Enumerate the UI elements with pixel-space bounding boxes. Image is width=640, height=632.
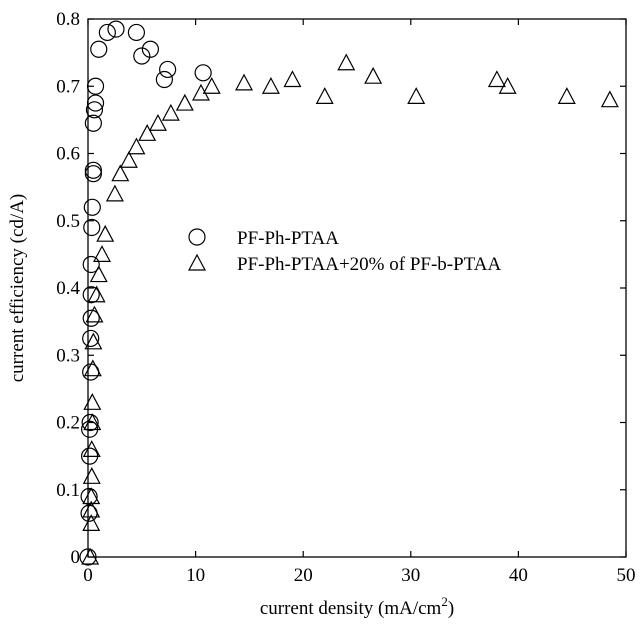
data-point-circle — [82, 329, 100, 348]
data-point-triangle — [82, 487, 101, 505]
data-series-layer — [79, 20, 619, 566]
data-point-circle — [85, 101, 104, 119]
x-tick-label: 20 — [294, 565, 313, 586]
data-point-triangle — [83, 413, 102, 431]
y-tick-label: 0.4 — [56, 278, 80, 299]
data-point-circle — [86, 77, 105, 95]
data-point-circle — [80, 487, 98, 506]
data-point-circle — [155, 70, 173, 89]
data-point-triangle — [498, 76, 517, 94]
data-point-triangle — [235, 73, 254, 91]
data-point-triangle — [487, 70, 506, 88]
data-point-triangle — [127, 137, 146, 155]
data-point-triangle — [96, 224, 115, 242]
y-tick-label: 0.5 — [56, 211, 80, 232]
data-point-circle — [127, 23, 146, 42]
x-axis-title: current density (mA/cm2) — [260, 594, 454, 619]
legend-marker-triangle — [188, 253, 206, 271]
data-point-triangle — [84, 332, 103, 350]
x-axis-title-superscript: 2 — [441, 594, 448, 609]
data-point-triangle — [202, 76, 221, 94]
x-tick-label: 50 — [617, 565, 636, 586]
data-point-circle — [82, 309, 100, 327]
legend-label-series-2: PF-Ph-PTAA+20% of PF-b-PTAA — [237, 254, 501, 275]
x-tick-label: 40 — [509, 565, 528, 586]
data-point-circle — [86, 94, 105, 112]
data-point-triangle — [82, 514, 101, 531]
data-point-triangle — [283, 70, 302, 88]
x-tick-label: 0 — [83, 565, 93, 586]
data-point-triangle — [337, 53, 356, 71]
x-axis: 0 10 20 30 40 50 — [83, 19, 636, 586]
data-point-triangle — [87, 285, 106, 303]
data-point-circle — [98, 23, 116, 42]
data-point-triangle — [111, 164, 130, 182]
data-point-circle — [141, 40, 160, 58]
data-point-triangle — [364, 66, 383, 84]
data-point-circle — [84, 114, 102, 132]
legend-marker-circle — [188, 228, 206, 246]
y-tick-label: 0.1 — [56, 480, 80, 501]
y-tick-label: 0.6 — [56, 144, 80, 165]
data-point-circle — [79, 548, 97, 566]
series-2 — [81, 53, 619, 565]
data-point-triangle — [407, 87, 426, 104]
data-point-triangle — [92, 245, 111, 262]
data-point-triangle — [89, 265, 108, 283]
y-axis: 0 0.1 0.2 0.3 0.4 0.5 0.6 0.7 0.8 — [56, 9, 626, 568]
data-point-triangle — [138, 124, 157, 141]
legend-label-series-1: PF-Ph-PTAA — [237, 228, 339, 249]
data-point-triangle — [191, 83, 210, 101]
data-point-triangle — [557, 87, 576, 104]
data-point-triangle — [85, 305, 104, 323]
y-tick-label: 0 — [71, 547, 81, 568]
y-tick-label: 0.7 — [56, 76, 80, 97]
data-point-triangle — [105, 184, 124, 202]
plot-frame — [87, 18, 627, 558]
data-point-circle — [159, 60, 177, 79]
data-point-triangle — [119, 150, 138, 168]
data-point-triangle — [161, 103, 180, 121]
data-point-triangle — [82, 440, 101, 457]
data-point-triangle — [261, 76, 280, 94]
data-point-triangle — [148, 113, 167, 131]
data-point-triangle — [83, 393, 102, 410]
data-point-circle — [83, 198, 101, 216]
y-axis-title: current efficiency (cd/A) — [7, 194, 28, 383]
data-point-circle — [90, 40, 108, 58]
data-point-triangle — [82, 500, 101, 518]
x-tick-label: 10 — [186, 565, 205, 586]
x-axis-title-main: current density (mA/cm — [260, 598, 442, 619]
data-point-triangle — [600, 90, 619, 108]
data-point-triangle — [81, 547, 100, 565]
data-point-circle — [84, 165, 102, 183]
data-point-circle — [82, 286, 100, 304]
data-point-triangle — [83, 359, 102, 377]
x-tick-label: 30 — [401, 565, 420, 586]
data-point-circle — [81, 413, 99, 432]
data-point-circle — [133, 47, 151, 65]
legend: PF-Ph-PTAA PF-Ph-PTAA+20% of PF-b-PTAA — [188, 228, 501, 275]
y-tick-label: 0.8 — [56, 9, 80, 30]
data-point-circle — [84, 161, 102, 179]
data-point-circle — [107, 20, 125, 38]
data-point-triangle — [175, 93, 194, 111]
data-point-circle — [83, 218, 101, 237]
x-axis-title-suffix: ) — [448, 598, 454, 619]
y-tick-label: 0.2 — [56, 413, 80, 434]
data-point-circle — [194, 64, 212, 82]
y-tick-label: 0.3 — [56, 345, 80, 366]
data-point-triangle — [315, 87, 334, 104]
data-point-triangle — [82, 467, 101, 484]
data-point-circle — [82, 255, 100, 274]
